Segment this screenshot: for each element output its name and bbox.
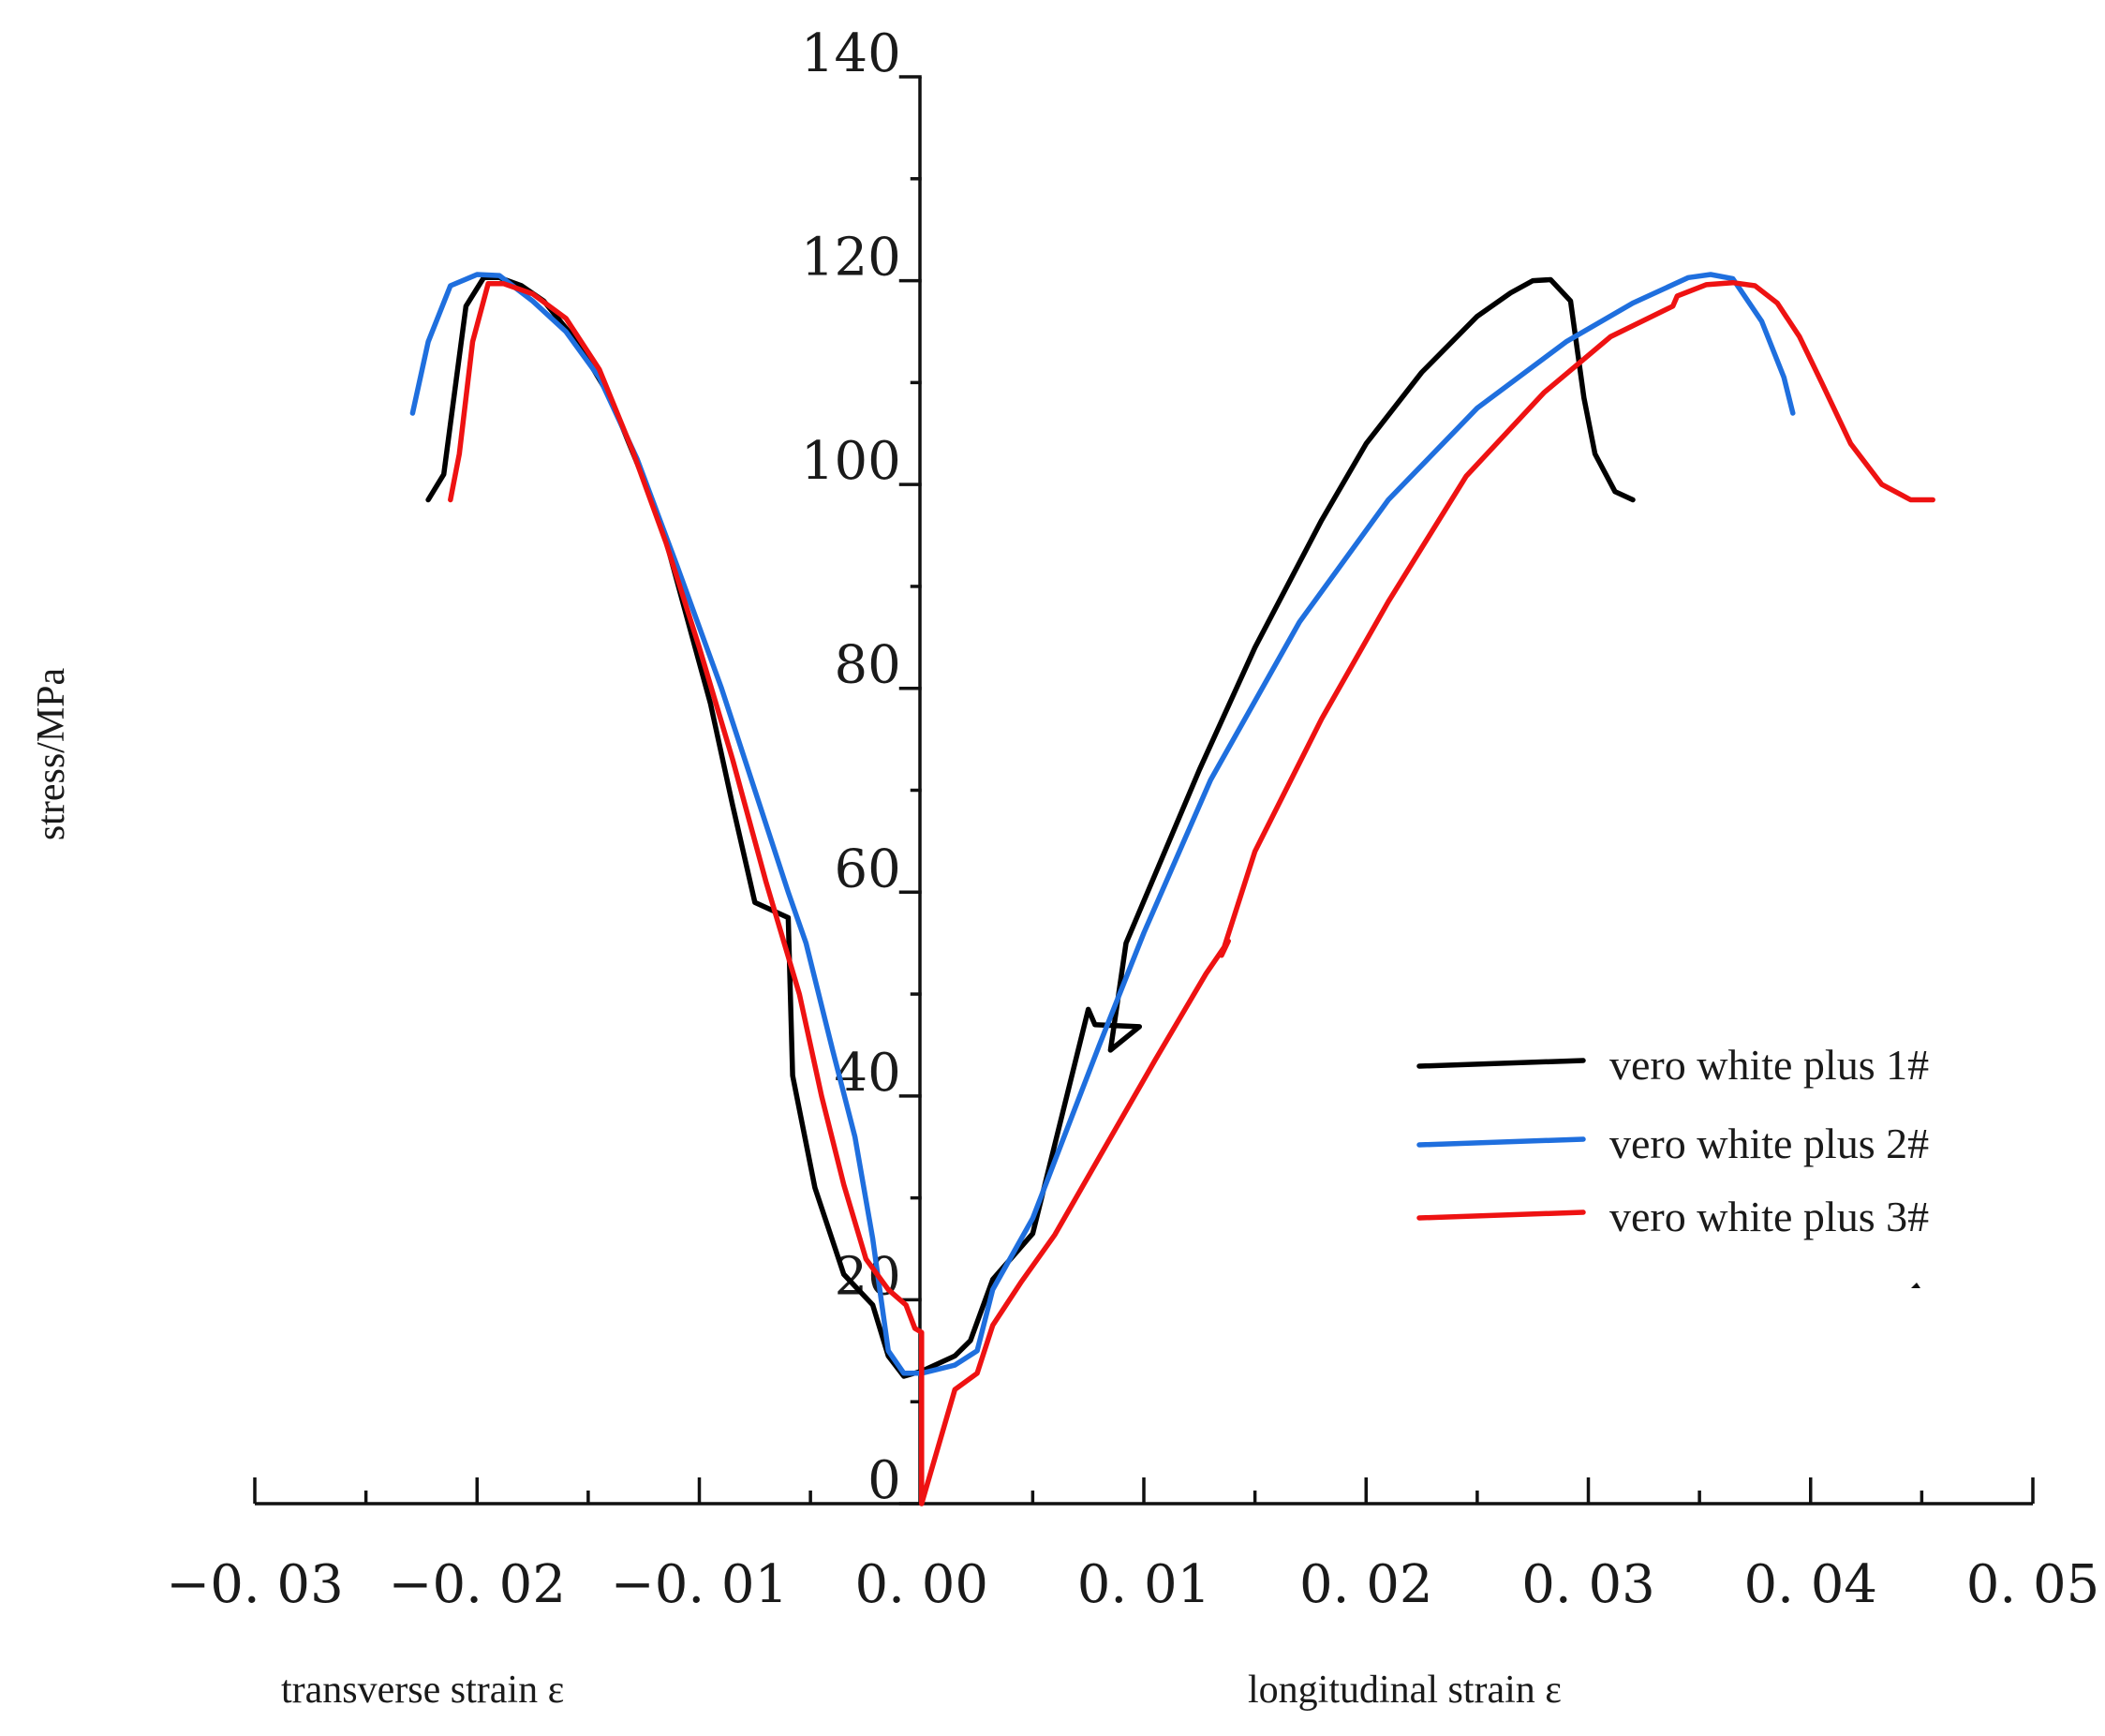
x-axis-ticks: −0. 03 −0. 02 −0. 01 0. 00 0. 01 0. 02 0. 03 0.… [166, 1477, 2099, 1615]
legend-swatch-3 [1416, 1209, 1586, 1221]
legend: vero white plus 1# vero white plus 2# vero… [1416, 1041, 1929, 1240]
x-tick-label: 0. 03 [1521, 1554, 1655, 1615]
y-tick-label: 0 [867, 1450, 901, 1511]
x-axis-title-longitudinal: longitudinal strain ε [1248, 1669, 1562, 1712]
y-tick-label: 120 [801, 228, 901, 289]
x-tick-label: 0. 01 [1077, 1554, 1211, 1615]
y-axis-title: stress/MPa [30, 667, 73, 840]
y-tick-label: 100 [801, 431, 901, 492]
x-tick-label: 0. 02 [1299, 1554, 1433, 1615]
x-tick-label: 0. 04 [1744, 1554, 1878, 1615]
legend-swatch-1 [1416, 1058, 1586, 1069]
y-tick-label: 60 [834, 838, 900, 899]
stray-mark [1911, 1283, 1920, 1288]
series-line-2 [409, 272, 1796, 1376]
x-axis-title-transverse: transverse strain ε [281, 1669, 564, 1712]
x-tick-label: 0. 05 [1966, 1554, 2100, 1615]
x-tick-label: 0. 00 [855, 1554, 989, 1615]
series-line-3 [448, 279, 1935, 1506]
legend-swatch-2 [1416, 1136, 1586, 1148]
legend-label-2: vero white plus 2# [1609, 1120, 1929, 1167]
series-lines [409, 272, 1935, 1506]
legend-label-3: vero white plus 3# [1609, 1193, 1929, 1240]
y-tick-label: 140 [801, 23, 901, 84]
x-tick-label: −0. 03 [166, 1554, 343, 1615]
series-line-1 [425, 274, 1636, 1379]
x-tick-label: −0. 01 [611, 1554, 788, 1615]
legend-label-1: vero white plus 1# [1609, 1041, 1929, 1089]
y-tick-label: 80 [834, 635, 900, 696]
x-tick-label: −0. 02 [389, 1554, 566, 1615]
